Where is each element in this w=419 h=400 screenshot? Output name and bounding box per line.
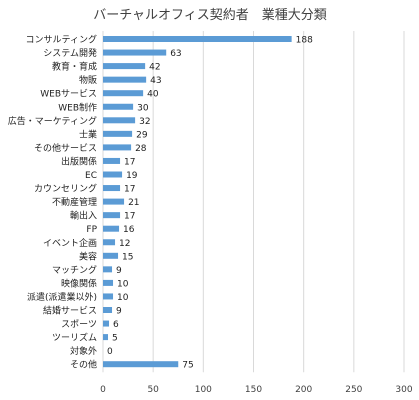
data-label: 10 xyxy=(117,279,129,289)
x-tick-label: 200 xyxy=(295,385,312,395)
bar xyxy=(103,212,121,219)
category-label: システム開発 xyxy=(43,47,97,59)
bar xyxy=(103,239,116,246)
data-label: 9 xyxy=(116,266,122,276)
bar xyxy=(103,307,113,313)
data-label: 17 xyxy=(124,185,135,195)
category-label: 映像関係 xyxy=(61,277,97,289)
x-axis-ticks: 0 50 100 150 200 250 300 xyxy=(100,385,413,395)
gridlines xyxy=(102,31,405,373)
bar xyxy=(103,361,179,368)
category-label: WEB制作 xyxy=(58,101,97,113)
category-label: 派遣(派遣業以外) xyxy=(27,291,97,303)
x-tick-label: 250 xyxy=(345,385,362,395)
bar xyxy=(103,198,125,205)
bar xyxy=(103,252,119,259)
data-label: 43 xyxy=(150,76,161,86)
category-label: 物販 xyxy=(79,74,97,86)
category-label: コンサルティング xyxy=(26,34,97,46)
data-label: 5 xyxy=(112,334,118,344)
bar xyxy=(103,76,147,83)
data-label: 9 xyxy=(116,307,122,317)
bar xyxy=(103,36,292,42)
data-label: 19 xyxy=(126,171,138,181)
bar xyxy=(103,90,144,97)
bar xyxy=(103,171,123,178)
data-label: 29 xyxy=(136,130,148,140)
category-label: スポーツ xyxy=(61,319,97,330)
data-label: 6 xyxy=(113,320,119,330)
data-label: 30 xyxy=(137,103,149,113)
category-label: 広告・マーケティング xyxy=(8,115,97,127)
data-label: 12 xyxy=(119,239,130,249)
bar xyxy=(103,293,114,300)
category-label: ツーリズム xyxy=(52,332,97,344)
data-label: 10 xyxy=(117,293,129,303)
category-label: その他サービス xyxy=(34,142,97,154)
category-label: イベント企画 xyxy=(43,237,97,249)
category-label: EC xyxy=(85,171,97,181)
data-label: 16 xyxy=(123,225,135,235)
bar xyxy=(103,266,113,273)
category-label: 教育・育成 xyxy=(52,61,97,73)
data-label: 17 xyxy=(124,157,135,167)
data-label: 63 xyxy=(170,49,181,59)
data-label: 28 xyxy=(135,144,147,154)
bar xyxy=(103,130,133,137)
data-labels: 1886342434030322928171917211716121591010… xyxy=(107,36,313,371)
data-label: 21 xyxy=(128,198,139,208)
category-label: マッチング xyxy=(52,264,97,276)
data-label: 40 xyxy=(147,90,159,100)
data-label: 188 xyxy=(296,36,313,46)
category-label: FP xyxy=(86,225,97,235)
data-label: 17 xyxy=(124,212,135,222)
bar xyxy=(103,117,136,124)
x-tick-label: 150 xyxy=(245,385,262,395)
x-tick-label: 50 xyxy=(147,385,159,395)
bar xyxy=(103,49,167,56)
bar xyxy=(103,320,110,327)
bar xyxy=(103,185,121,192)
category-label: 士業 xyxy=(79,128,97,140)
bars xyxy=(103,36,292,368)
category-label: WEBサービス xyxy=(40,89,97,100)
bar xyxy=(103,144,132,151)
category-label: その他 xyxy=(70,359,97,371)
category-label: 輸出入 xyxy=(70,210,97,222)
bar xyxy=(103,225,120,232)
category-label: 不動産管理 xyxy=(52,196,97,208)
bar xyxy=(103,157,121,164)
data-label: 75 xyxy=(182,361,193,371)
bar xyxy=(103,103,134,110)
data-label: 0 xyxy=(107,347,113,357)
category-label: 美容 xyxy=(79,250,97,262)
category-label: 結婚サービス xyxy=(43,305,97,317)
data-label: 32 xyxy=(139,117,150,127)
x-tick-label: 100 xyxy=(195,385,212,395)
data-label: 15 xyxy=(122,252,133,262)
x-tick-label: 0 xyxy=(100,385,106,395)
chart-title: バーチャルオフィス契約者 業種大分類 xyxy=(93,7,327,23)
category-label: カウンセリング xyxy=(34,183,97,195)
category-label: 対象外 xyxy=(70,345,97,357)
x-tick-label: 300 xyxy=(395,385,412,395)
data-label: 42 xyxy=(149,63,160,73)
bar xyxy=(103,63,146,70)
category-label: 出版関係 xyxy=(61,155,97,167)
bar xyxy=(103,279,114,286)
bar xyxy=(103,334,109,341)
